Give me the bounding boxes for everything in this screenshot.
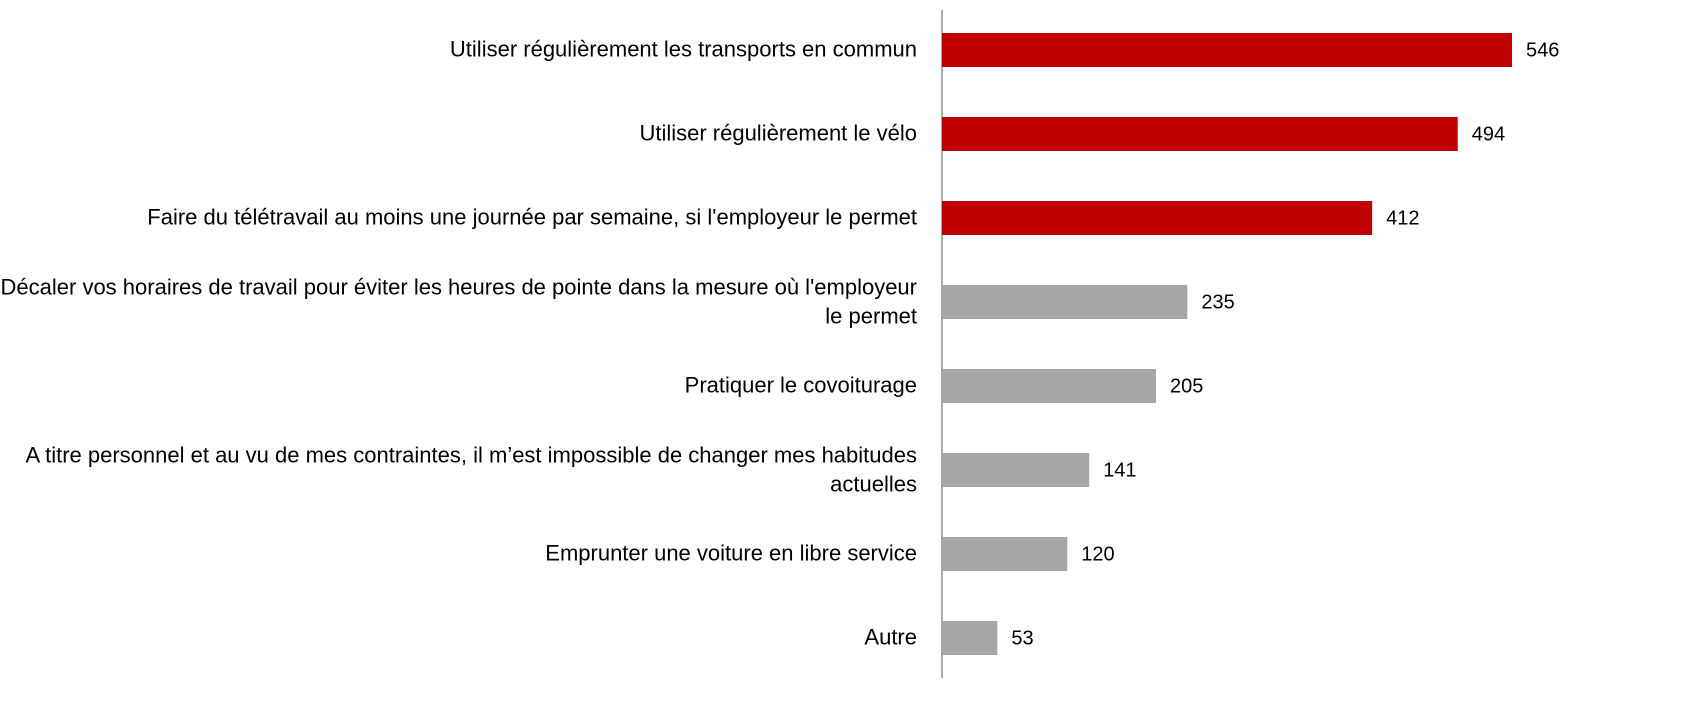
bar	[942, 369, 1157, 403]
bar	[942, 201, 1373, 235]
category-label: Utiliser régulièrement les transports en…	[449, 36, 917, 62]
value-label: 546	[1526, 39, 1559, 61]
bar	[942, 117, 1458, 151]
category-label: Autre	[864, 624, 917, 650]
category-label: Décaler vos horaires de travail pour évi…	[0, 274, 917, 328]
bar	[942, 33, 1512, 67]
value-label: 141	[1103, 459, 1136, 481]
category-label: Pratiquer le covoiturage	[684, 372, 917, 398]
category-label: Utiliser régulièrement le vélo	[639, 120, 917, 146]
category-label: Faire du télétravail au moins une journé…	[147, 204, 917, 230]
value-label: 412	[1386, 207, 1419, 229]
value-label: 120	[1081, 543, 1114, 565]
value-label: 494	[1472, 123, 1505, 145]
category-label: Emprunter une voiture en libre service	[545, 540, 917, 566]
bar	[942, 621, 998, 655]
category-label: A titre personnel et au vu de mes contra…	[25, 442, 917, 496]
bar	[942, 285, 1188, 319]
value-label: 235	[1201, 291, 1234, 313]
value-label: 205	[1170, 375, 1203, 397]
value-label: 53	[1011, 627, 1033, 649]
bar	[942, 453, 1090, 487]
bar	[942, 537, 1068, 571]
